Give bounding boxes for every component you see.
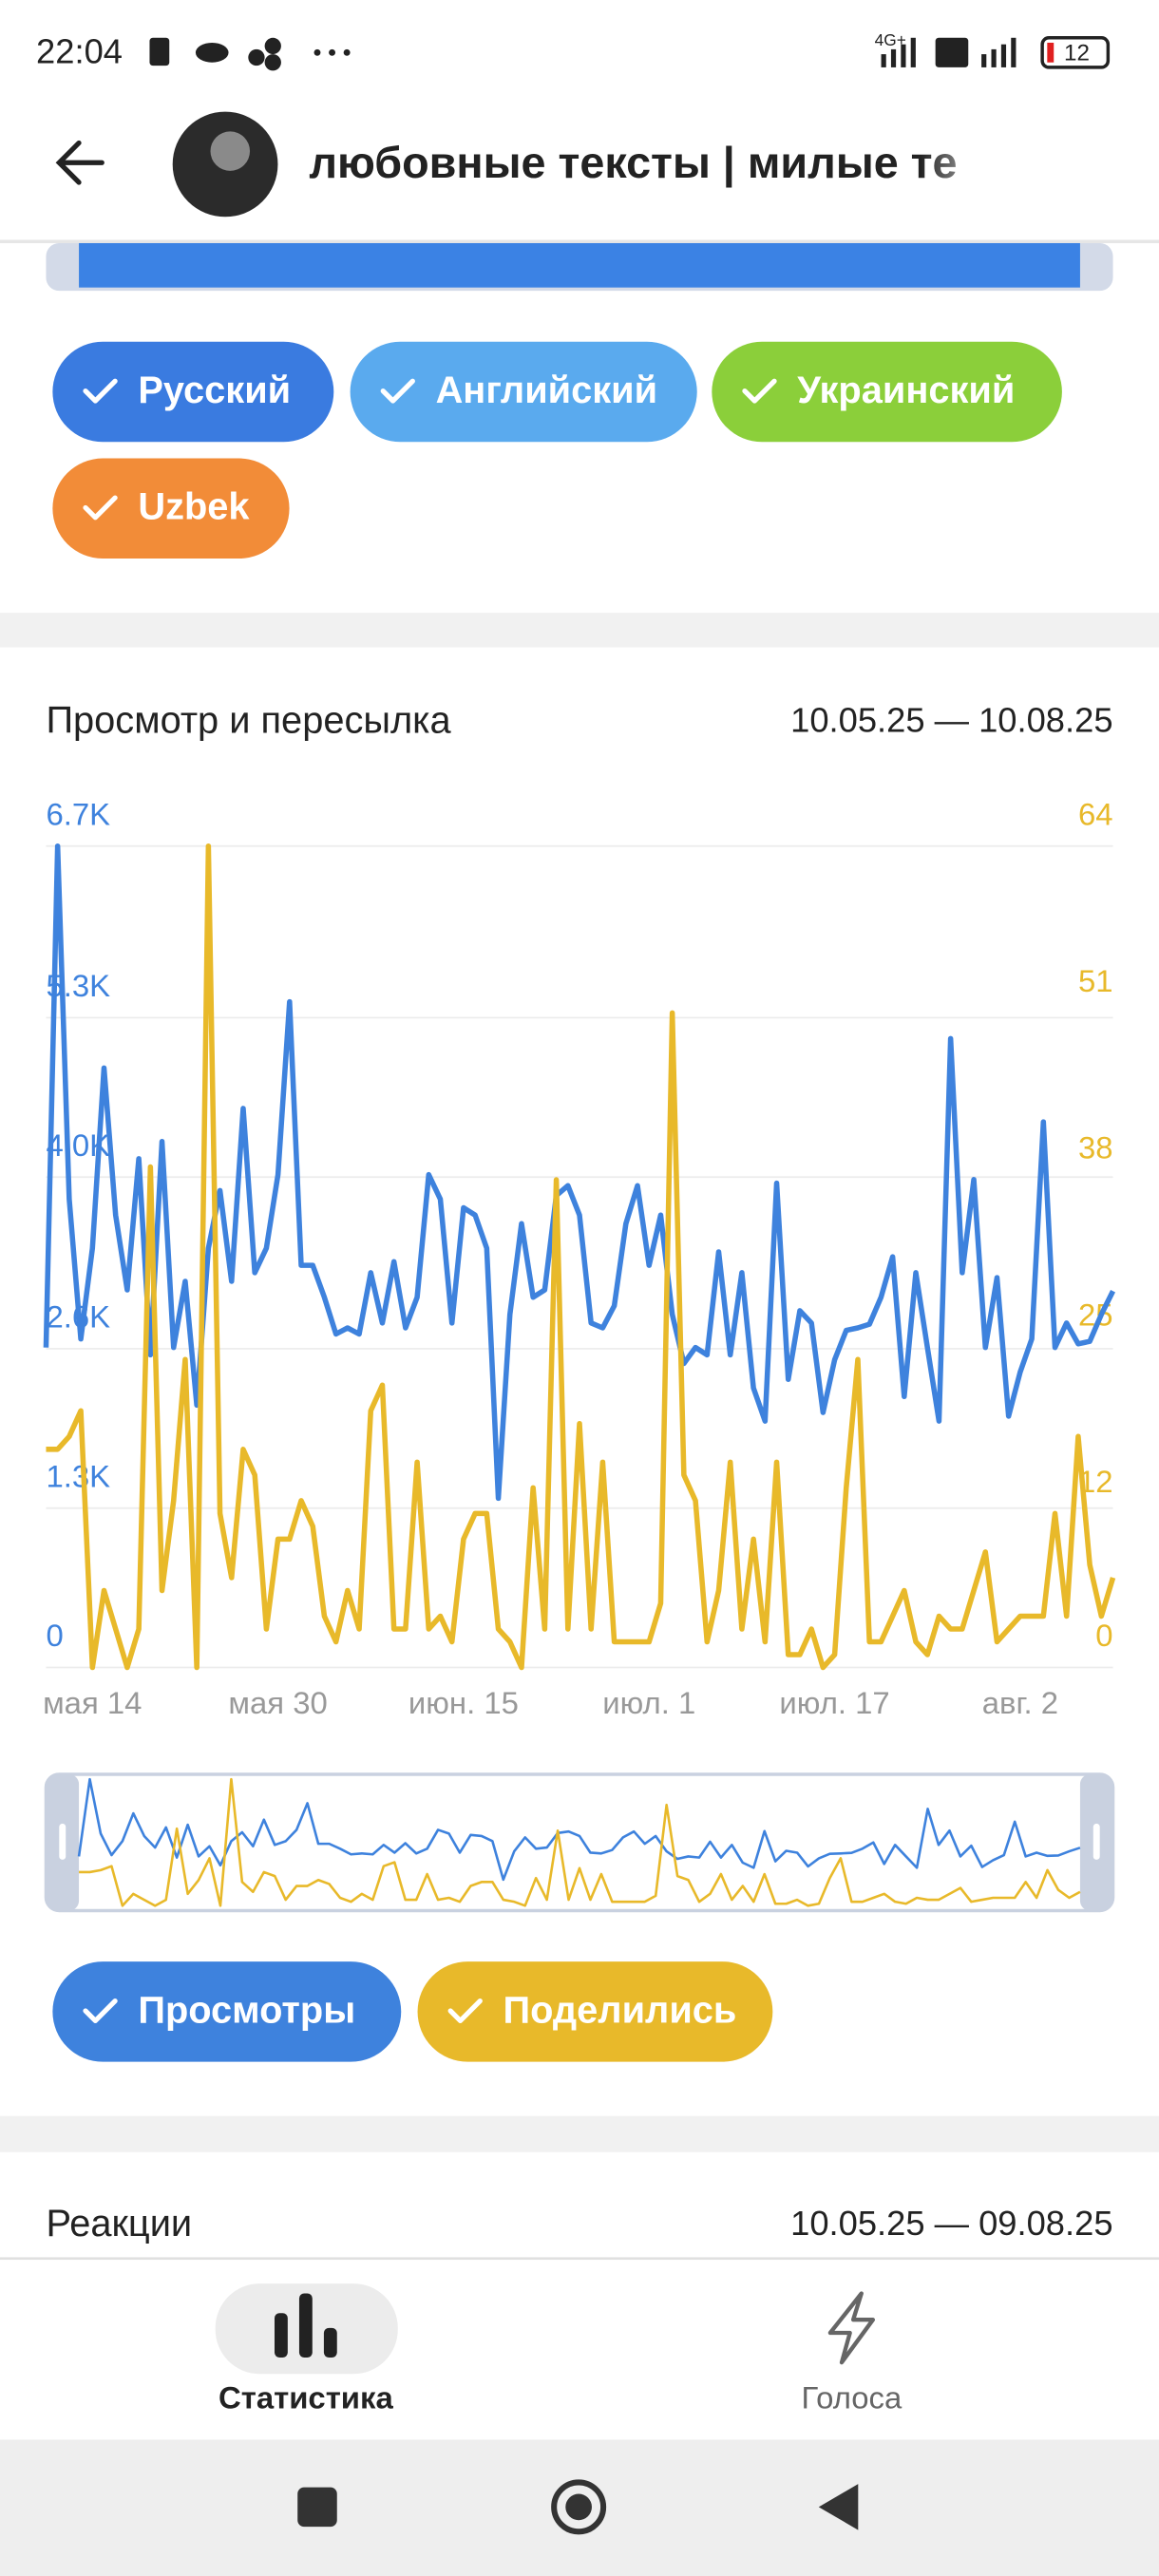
filter-chip[interactable] (712, 341, 1062, 443)
x-tick-label: июл. 17 (779, 1685, 889, 1720)
y-tick-label: 0 (46, 1618, 63, 1653)
reactions-date-range: 10.05.25 — 09.08.25 (790, 2204, 1112, 2243)
header-divider (0, 239, 1159, 243)
stats-icon (274, 2293, 337, 2358)
navigator[interactable] (44, 1772, 1115, 1913)
navigator-series (77, 1777, 1081, 1882)
chip-label: Английский (436, 369, 658, 411)
date-range: 10.05.25 — 10.08.25 (790, 701, 1112, 740)
chip-label: Поделились (504, 1989, 737, 2031)
recents-button[interactable] (297, 2487, 337, 2528)
chart-title: Просмотр и пересылка (46, 700, 451, 742)
channel-title: любовные тексты | милые те (309, 138, 957, 187)
battery-level (1047, 42, 1054, 63)
handle-grip (1092, 1823, 1100, 1860)
check-icon (742, 378, 777, 404)
y2-tick-label: 38 (1078, 1130, 1113, 1165)
check-icon (380, 378, 415, 404)
votes-icon (827, 2291, 876, 2365)
y-tick-label: 6.7K (46, 796, 110, 831)
home-button[interactable] (551, 2479, 607, 2535)
filter-chip[interactable] (350, 341, 697, 443)
handle-grip (59, 1823, 66, 1860)
battery-text: 12 (1064, 40, 1090, 66)
x-tick-label: мая 30 (228, 1685, 327, 1720)
back-button[interactable] (55, 140, 104, 185)
nav-label[interactable]: Голоса (802, 2380, 902, 2415)
check-icon (83, 1998, 118, 2023)
line-series (46, 843, 1116, 1671)
bottom-nav (0, 2257, 1159, 2440)
x-tick-label: авг. 2 (982, 1685, 1058, 1720)
x-tick-label: мая 14 (43, 1685, 142, 1720)
chip-label: Русский (138, 369, 291, 411)
section-separator (0, 2115, 1159, 2152)
navigator-series (79, 1777, 1081, 1907)
y2-tick-label: 0 (1095, 1618, 1112, 1653)
filter-chip[interactable] (52, 1961, 402, 2062)
avatar-figure (210, 131, 251, 171)
line-series (43, 843, 1116, 1502)
y2-tick-label: 64 (1078, 796, 1113, 831)
check-icon (83, 378, 118, 404)
check-icon (83, 495, 118, 521)
x-tick-label: июл. 1 (602, 1685, 695, 1720)
filter-chip[interactable] (417, 1961, 773, 2062)
reactions-title: Реакции (46, 2203, 192, 2245)
y2-tick-label: 51 (1078, 963, 1113, 998)
back-system-button[interactable] (818, 2484, 859, 2530)
filter-chip[interactable] (52, 458, 290, 559)
y-tick-label: 1.3K (46, 1458, 110, 1493)
top-navigator-fill (79, 242, 1080, 288)
chip-label: Просмотры (138, 1989, 355, 2031)
chip-label: Uzbek (138, 486, 250, 528)
home-dot (565, 2493, 592, 2521)
bottom-nav-divider (0, 2257, 1159, 2261)
filter-chip[interactable] (52, 341, 334, 443)
status-time: 22:04 (36, 32, 123, 71)
x-tick-label: июн. 15 (408, 1685, 519, 1720)
section-separator (0, 613, 1159, 648)
status-network: 4G+ (875, 30, 906, 49)
status-icons (149, 37, 1016, 71)
nav-label[interactable]: Статистика (218, 2380, 393, 2415)
chip-label: Украинский (797, 369, 1015, 411)
check-icon (447, 1998, 483, 2023)
battery (1040, 36, 1111, 69)
